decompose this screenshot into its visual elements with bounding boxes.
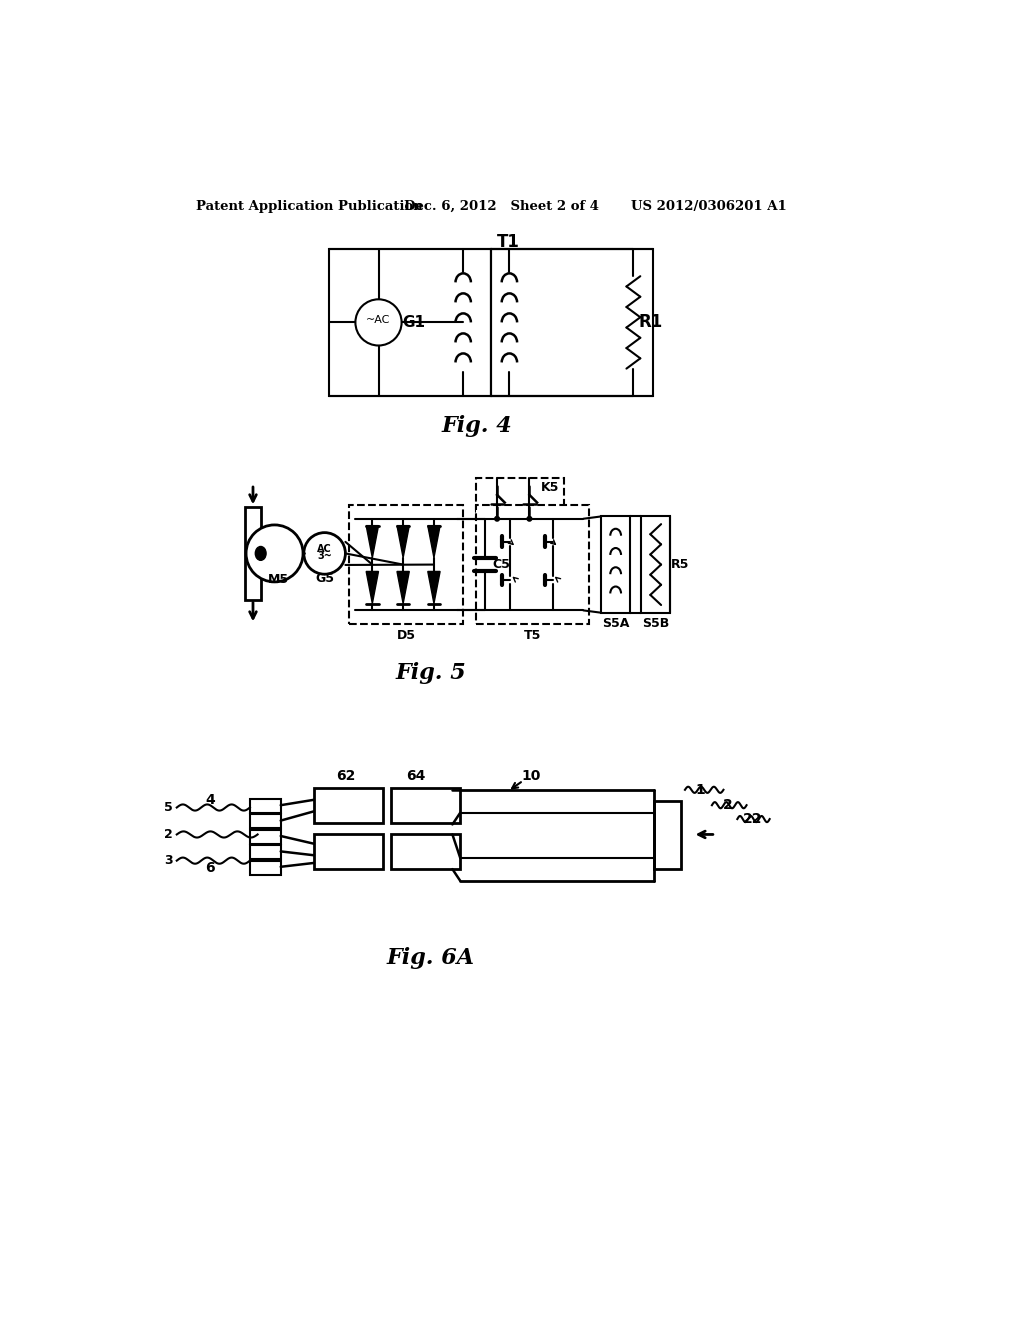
Text: 5: 5 <box>164 801 173 814</box>
Bar <box>250 830 281 843</box>
Text: 1: 1 <box>695 783 706 797</box>
Text: 3: 3 <box>164 854 173 867</box>
Bar <box>641 516 671 612</box>
Polygon shape <box>428 572 440 603</box>
Circle shape <box>246 525 303 582</box>
Bar <box>391 788 460 822</box>
Bar <box>245 507 261 599</box>
Bar <box>250 861 281 875</box>
Polygon shape <box>397 572 410 603</box>
Text: 3~: 3~ <box>317 552 332 561</box>
Bar <box>313 834 383 869</box>
Text: T5: T5 <box>524 628 542 642</box>
Text: G5: G5 <box>315 573 334 585</box>
Text: Dec. 6, 2012   Sheet 2 of 4: Dec. 6, 2012 Sheet 2 of 4 <box>403 199 599 213</box>
Polygon shape <box>367 525 379 558</box>
Polygon shape <box>367 572 379 603</box>
Text: 6: 6 <box>205 862 215 875</box>
Bar <box>349 504 463 624</box>
Bar <box>313 788 383 822</box>
Circle shape <box>304 533 345 574</box>
Text: K5: K5 <box>541 482 559 495</box>
Text: ~AC: ~AC <box>367 315 391 325</box>
Text: US 2012/0306201 A1: US 2012/0306201 A1 <box>631 199 786 213</box>
Text: Fig. 6A: Fig. 6A <box>387 946 475 969</box>
Text: 62: 62 <box>337 770 356 783</box>
Text: S5A: S5A <box>602 616 630 630</box>
Bar <box>391 834 460 869</box>
Text: 4: 4 <box>205 793 215 807</box>
Bar <box>250 845 281 859</box>
Circle shape <box>495 516 500 521</box>
Bar <box>330 249 490 396</box>
Circle shape <box>355 300 401 346</box>
Text: 22: 22 <box>743 812 763 826</box>
Text: C5: C5 <box>493 558 511 572</box>
Text: R1: R1 <box>638 313 663 331</box>
Text: R5: R5 <box>671 557 689 570</box>
Text: M5: M5 <box>268 573 289 586</box>
Text: AC: AC <box>317 544 332 554</box>
Text: T1: T1 <box>497 232 519 251</box>
Ellipse shape <box>255 546 266 561</box>
Polygon shape <box>428 525 440 558</box>
Bar <box>475 478 564 517</box>
Text: Fig. 5: Fig. 5 <box>395 661 466 684</box>
Circle shape <box>527 516 531 521</box>
Bar <box>654 801 681 869</box>
Text: G1: G1 <box>402 315 425 330</box>
Text: 2: 2 <box>164 828 173 841</box>
Bar <box>250 799 281 813</box>
Text: 10: 10 <box>521 770 541 783</box>
Text: Patent Application Publication: Patent Application Publication <box>196 199 423 213</box>
Bar <box>250 814 281 829</box>
Bar <box>475 504 590 624</box>
Text: 2: 2 <box>723 799 732 812</box>
Text: D5: D5 <box>396 628 416 642</box>
Polygon shape <box>397 525 410 558</box>
Bar <box>601 516 631 612</box>
Text: Fig. 4: Fig. 4 <box>441 416 512 437</box>
Text: S5B: S5B <box>642 616 670 630</box>
Bar <box>490 249 652 396</box>
Text: 64: 64 <box>406 770 425 783</box>
